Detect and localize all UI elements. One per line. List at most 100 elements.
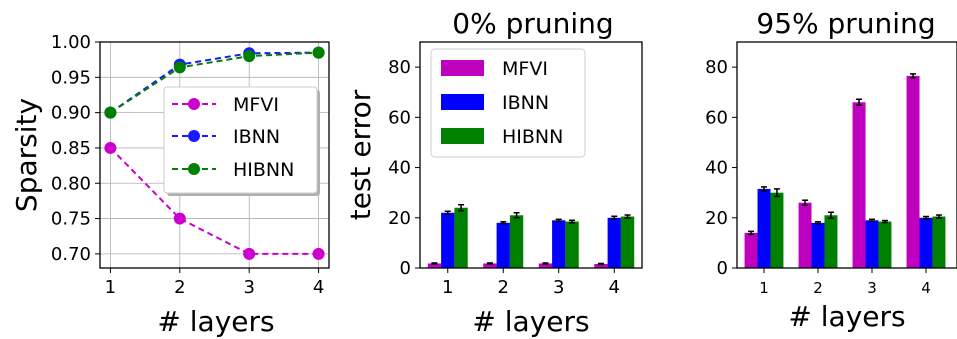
tick-labels: 1 2 3 4 0.70 0.75 0.80 0.85 0.90 0.95 1.00 (51, 32, 324, 298)
y-axis-label: test error (344, 89, 377, 220)
legend-marker (188, 98, 200, 110)
x-tick-label: 4 (921, 279, 931, 297)
series-lines (104, 46, 325, 260)
legend-label: HIBNN (502, 126, 563, 148)
y-tick-label: 0 (717, 258, 728, 279)
bar-mfvi (483, 263, 497, 268)
x-tick-label: 1 (442, 277, 453, 298)
y-tick-label: 0.75 (51, 209, 91, 230)
y-tick-label: 80 (705, 57, 728, 78)
legend-item-hibnn: HIBNN (172, 159, 294, 181)
chart-title: 0% pruning (452, 7, 613, 40)
bar-ibnn (919, 217, 933, 268)
x-axis-label: # layers (788, 300, 905, 333)
x-tick-label: 4 (313, 277, 324, 298)
bar-ibnn (496, 222, 510, 268)
bar-mfvi (852, 102, 866, 269)
x-tick-label: 1 (759, 279, 769, 297)
bar-hibnn (932, 216, 946, 268)
x-tick-label: 3 (867, 279, 877, 297)
bar-hibnn (509, 215, 524, 268)
data-point-mfvi (173, 212, 186, 225)
bars (744, 73, 946, 269)
legend: MFVI IBNN HIBNN (163, 86, 320, 196)
legend-label: MFVI (233, 94, 279, 116)
y-tick-label: 40 (705, 158, 728, 179)
y-tick-label: 60 (705, 107, 728, 128)
legend-swatch (441, 60, 484, 76)
bar-hibnn (824, 215, 838, 268)
bar-hibnn (770, 192, 784, 268)
series-line-hibnn (109, 51, 319, 114)
bar-mfvi (798, 202, 812, 268)
legend-box (163, 86, 318, 194)
y-tick-label: 0.95 (51, 67, 91, 88)
legend-item-ibnn: IBNN (172, 126, 280, 148)
data-point-hibnn (173, 61, 186, 74)
legend-label: HIBNN (233, 159, 294, 181)
data-point-mfvi (312, 247, 325, 260)
y-tick-label: 1.00 (51, 32, 91, 53)
y-tick-label: 0.90 (51, 103, 91, 124)
legend-swatch (441, 94, 484, 110)
x-tick-label: 4 (609, 277, 620, 298)
y-tick-label: 20 (388, 208, 411, 229)
x-tick-label: 1 (105, 277, 116, 298)
legend-marker (188, 163, 200, 175)
series-line-ibnn (109, 51, 319, 114)
bar-hibnn (565, 221, 579, 268)
y-tick-label: 0 (400, 258, 411, 279)
y-axis-label: Sparsity (10, 98, 43, 212)
bar-mfvi (427, 263, 442, 268)
bars (427, 203, 635, 268)
data-point-hibnn (312, 46, 325, 59)
data-point-hibnn (243, 50, 256, 63)
bar-mfvi (906, 75, 920, 269)
bar-hibnn (878, 221, 892, 268)
x-tick-label: 3 (553, 277, 564, 298)
x-tick-label: 2 (498, 277, 509, 298)
plot-frame (736, 41, 957, 269)
bar-ibnn (811, 222, 825, 268)
data-point-mfvi (243, 247, 256, 260)
x-axis-label: # layers (157, 305, 274, 338)
x-tick-label: 2 (813, 279, 823, 297)
legend-label: IBNN (233, 126, 280, 148)
y-tick-label: 0.80 (51, 173, 91, 194)
data-point-hibnn (104, 106, 117, 119)
bar-mfvi (538, 263, 553, 268)
series-line-mfvi (109, 147, 319, 255)
chart-title: 95% pruning (756, 7, 935, 40)
legend-item-mfvi: MFVI (172, 94, 279, 116)
legend: MFVI IBNN HIBNN (430, 48, 586, 158)
bar-ibnn (607, 217, 621, 268)
bar-hibnn (620, 216, 635, 268)
legend-label: IBNN (502, 92, 549, 114)
y-tick-label: 80 (388, 57, 411, 78)
y-tick-label: 0.70 (51, 244, 91, 265)
legend-item-mfvi: MFVI (441, 58, 548, 80)
bar-ibnn (552, 220, 566, 268)
legend-label: MFVI (502, 58, 548, 80)
y-tick-label: 60 (388, 107, 411, 128)
x-tick-label: 2 (174, 277, 185, 298)
bar-hibnn (454, 207, 468, 268)
plot-frame (99, 41, 330, 269)
plot-frame (419, 41, 643, 269)
bar-ibnn (865, 220, 879, 268)
x-axis-label: # layers (472, 305, 589, 338)
bar-ibnn (441, 212, 455, 268)
legend-item-ibnn: IBNN (441, 92, 549, 114)
y-tick-label: 20 (705, 208, 728, 229)
legend-swatch (441, 128, 484, 144)
data-point-mfvi (104, 141, 117, 154)
legend-item-hibnn: HIBNN (441, 126, 563, 148)
bar-mfvi (744, 232, 758, 268)
sparsity-line-chart: 1 2 3 4 0.70 0.75 0.80 0.85 0.90 0.95 1.00 Sparsit… (10, 32, 330, 338)
y-tick-label: 0.85 (51, 138, 91, 159)
